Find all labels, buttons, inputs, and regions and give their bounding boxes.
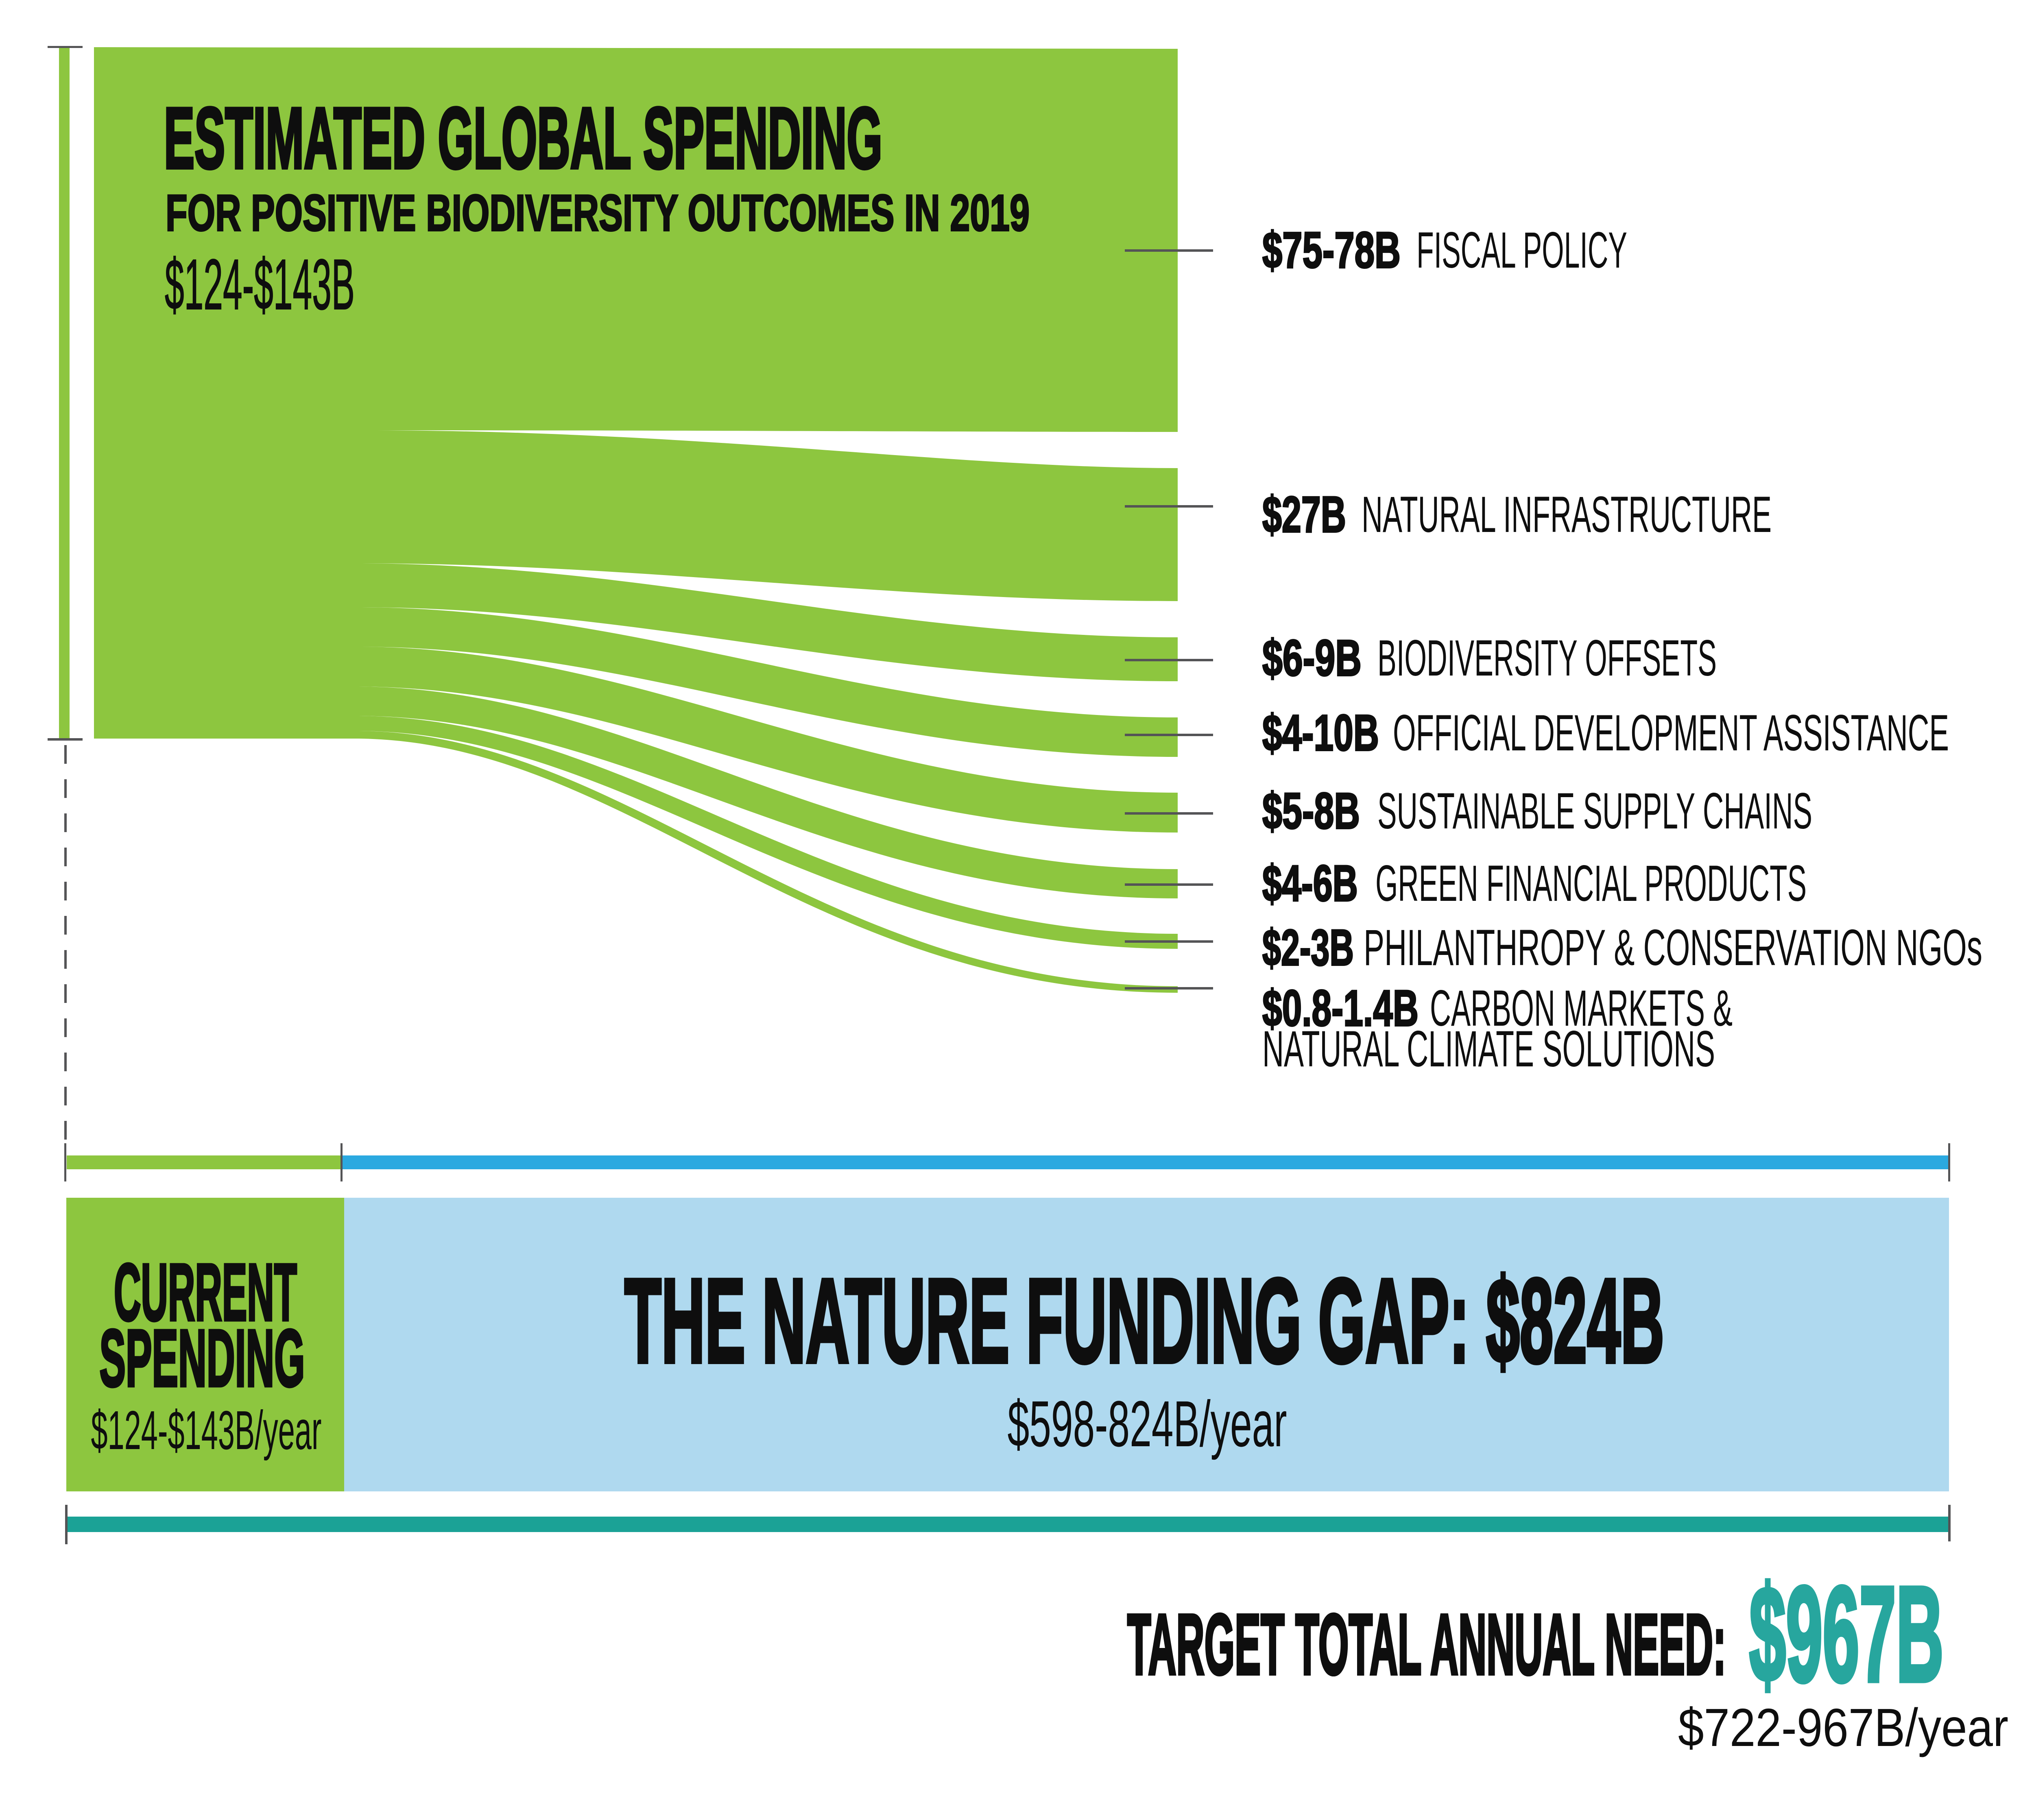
svg-text:$967B: $967B (1749, 1558, 1944, 1710)
svg-text:$598-824B/year: $598-824B/year (1008, 1387, 1287, 1460)
svg-text:GREEN FINANCIAL PRODUCTS: GREEN FINANCIAL PRODUCTS (1375, 855, 1807, 912)
svg-text:NATURAL CLIMATE SOLUTIONS: NATURAL CLIMATE SOLUTIONS (1262, 1021, 1715, 1077)
svg-text:$124-$143B/year: $124-$143B/year (91, 1399, 322, 1461)
svg-text:NATURAL INFRASTRUCTURE: NATURAL INFRASTRUCTURE (1362, 486, 1772, 543)
svg-text:FOR POSITIVE BIODIVERSITY OUTC: FOR POSITIVE BIODIVERSITY OUTCOMES IN 20… (166, 184, 1030, 242)
svg-text:BIODIVERSITY OFFSETS: BIODIVERSITY OFFSETS (1377, 630, 1717, 687)
svg-text:CURRENT: CURRENT (114, 1247, 297, 1338)
svg-text:$124-$143B: $124-$143B (165, 245, 355, 325)
svg-text:$5-8B: $5-8B (1262, 783, 1360, 839)
svg-text:THE NATURE FUNDING GAP: $824B: THE NATURE FUNDING GAP: $824B (624, 1254, 1664, 1388)
svg-text:$0.8-1.4B: $0.8-1.4B (1262, 980, 1419, 1037)
svg-text:CARBON MARKETS &: CARBON MARKETS & (1430, 980, 1733, 1037)
svg-text:SPENDING: SPENDING (100, 1313, 305, 1404)
svg-text:$4-6B: $4-6B (1262, 855, 1358, 912)
svg-text:$2-3B: $2-3B (1262, 920, 1354, 976)
svg-text:$722-967B/year: $722-967B/year (1678, 1698, 2008, 1757)
svg-text:$6-9B: $6-9B (1262, 630, 1362, 687)
svg-text:$75-78B: $75-78B (1262, 222, 1401, 279)
svg-text:OFFICIAL DEVELOPMENT ASSISTANC: OFFICIAL DEVELOPMENT ASSISTANCE (1393, 705, 1949, 761)
svg-text:SUSTAINABLE SUPPLY CHAINS: SUSTAINABLE SUPPLY CHAINS (1377, 783, 1812, 839)
svg-text:FISCAL POLICY: FISCAL POLICY (1416, 222, 1627, 279)
svg-text:$4-10B: $4-10B (1262, 705, 1379, 761)
svg-text:ESTIMATED GLOBAL SPENDING: ESTIMATED GLOBAL SPENDING (164, 90, 882, 187)
svg-text:TARGET TOTAL ANNUAL NEED:: TARGET TOTAL ANNUAL NEED: (1127, 1596, 1726, 1692)
svg-text:$27B: $27B (1262, 486, 1346, 543)
svg-text:PHILANTHROPY & CONSERVATION NG: PHILANTHROPY & CONSERVATION NGOs (1364, 920, 1982, 976)
